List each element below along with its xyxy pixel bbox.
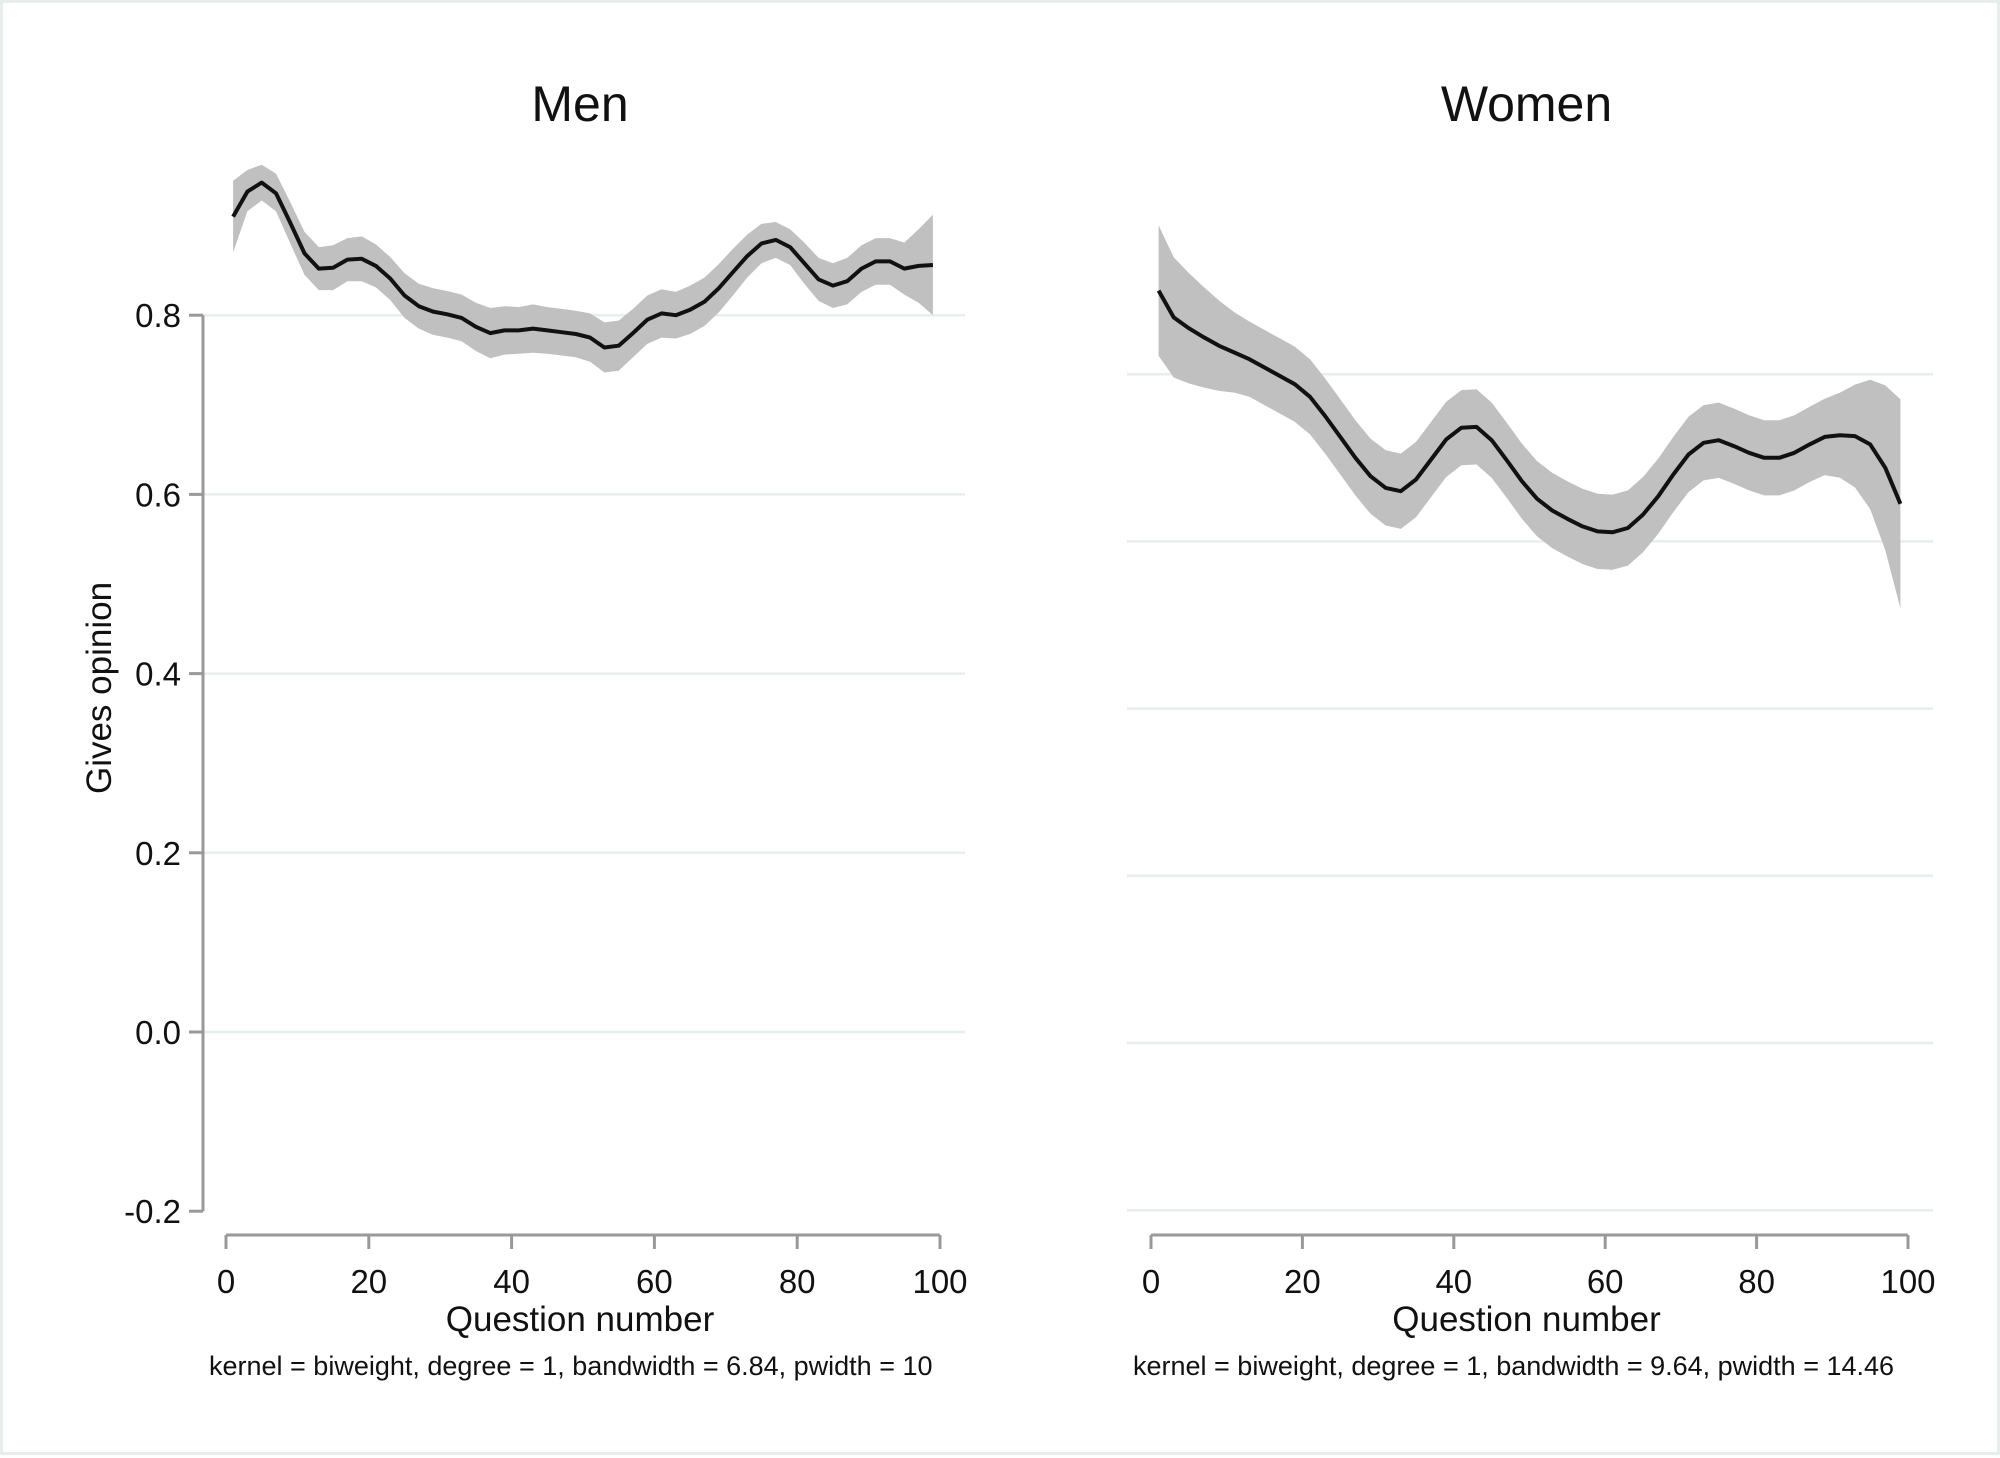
y-tick-label: 0.0 [135, 1014, 181, 1051]
panel-women: 0 20 40 60 80 100 Women Question number kernel =… [1127, 76, 1936, 1381]
y-tick-label: 0.8 [135, 297, 181, 334]
x-tick-label: 60 [636, 1263, 673, 1300]
x-tick-label: 40 [1435, 1263, 1472, 1300]
note-group: kernel = biweight, degree = 1, bandwidth… [209, 1351, 933, 1381]
x-axis-title: Question number [1392, 1300, 1661, 1339]
y-tick-label: 0.2 [135, 835, 181, 872]
x-tick-label: 0 [217, 1263, 235, 1300]
y-tick-label: 0.4 [135, 656, 181, 693]
x-tick-label: 40 [493, 1263, 530, 1300]
x-tick-label: 0 [1142, 1263, 1160, 1300]
chart-canvas: -0.2 0.0 0.2 0.4 0.6 0.8 0 20 40 60 80 100 Men Questi… [3, 3, 2000, 1458]
x-tick-label: 20 [350, 1263, 387, 1300]
smoother-note: kernel = biweight, degree = 1, bandwidth… [209, 1351, 933, 1381]
smoother-note: kernel = biweight, degree = 1, bandwidth… [1133, 1351, 1894, 1381]
x-tick-label: 60 [1587, 1263, 1624, 1300]
x-tick-label: 100 [912, 1263, 967, 1300]
y-tick-label: 0.6 [135, 476, 181, 513]
x-tick-label: 80 [779, 1263, 816, 1300]
x-axis-title: Question number [446, 1300, 715, 1339]
y-axis-title: Gives opinion [80, 582, 119, 794]
panel-title: Men [531, 76, 628, 132]
y-tick-label: -0.2 [124, 1193, 181, 1230]
x-tick-label: 80 [1738, 1263, 1775, 1300]
panel-title: Women [1441, 76, 1612, 132]
confidence-band [233, 165, 933, 373]
confidence-band [1159, 225, 1901, 608]
x-tick-label: 20 [1284, 1263, 1321, 1300]
x-tick-label: 100 [1880, 1263, 1935, 1300]
panel-men: -0.2 0.0 0.2 0.4 0.6 0.8 0 20 40 60 80 100 Men Questi… [124, 76, 967, 1381]
